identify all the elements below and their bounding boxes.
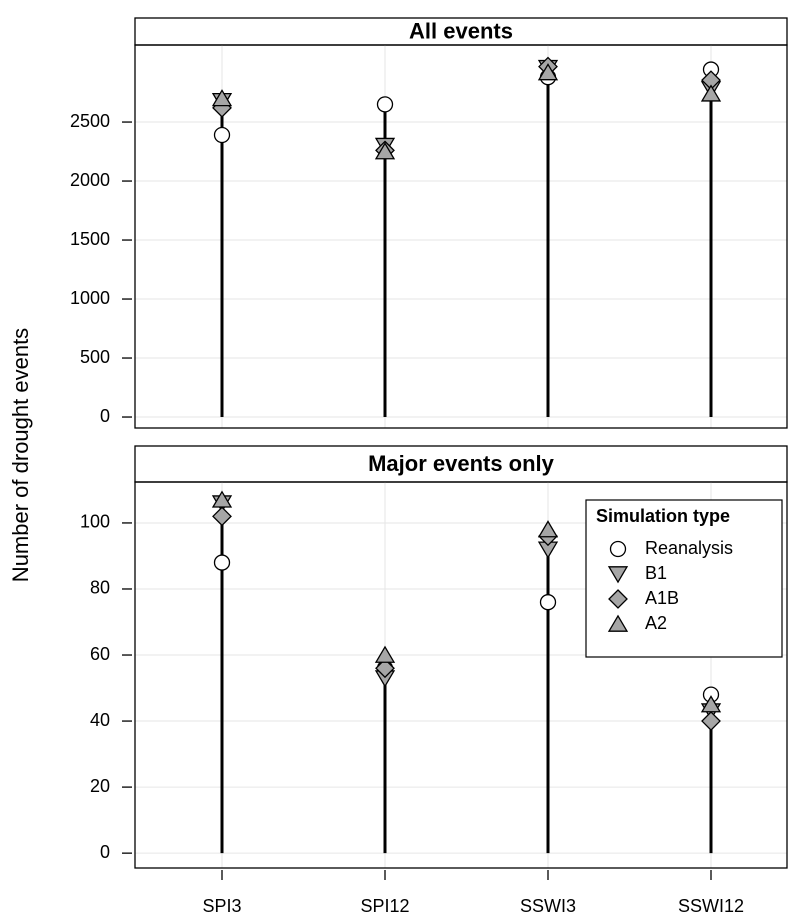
point (537, 63, 559, 81)
y-tick-label: 1000 (70, 288, 110, 308)
y-tick-label: 1500 (70, 229, 110, 249)
legend-label: A1B (645, 588, 679, 608)
legend-marker (608, 589, 628, 609)
point (374, 142, 396, 160)
x-tick-label: SSWI12 (678, 896, 744, 916)
plot-frame (134, 481, 788, 869)
panel-title: All events (409, 18, 513, 43)
legend-marker (607, 566, 629, 584)
y-tick-label: 80 (90, 578, 110, 598)
point (701, 711, 721, 731)
point (375, 658, 395, 679)
x-tick-label: SPI12 (360, 896, 409, 916)
point (700, 84, 722, 102)
y-tick-label: 2500 (70, 111, 110, 131)
point (212, 506, 232, 527)
legend-label: B1 (645, 563, 667, 583)
y-tick-label: 40 (90, 710, 110, 730)
y-tick-label: 100 (80, 512, 110, 532)
legend-label: A2 (645, 613, 667, 633)
y-tick-label: 2000 (70, 170, 110, 190)
legend-marker (607, 614, 629, 632)
legend-marker (609, 540, 627, 558)
point (700, 695, 722, 713)
point (374, 645, 396, 663)
point (376, 96, 394, 113)
x-tick-label: SPI3 (202, 896, 241, 916)
legend-label: Reanalysis (645, 538, 733, 558)
legend-title: Simulation type (596, 506, 730, 526)
panel-title: Major events only (368, 451, 555, 476)
strip (134, 17, 788, 46)
y-tick-label: 20 (90, 776, 110, 796)
y-tick-label: 0 (100, 406, 110, 426)
plot-frame (134, 44, 788, 429)
point (537, 520, 559, 538)
y-tick-label: 0 (100, 842, 110, 862)
y-axis-label: Number of drought events (8, 328, 33, 582)
point (539, 594, 557, 611)
y-tick-label: 500 (80, 347, 110, 367)
strip (134, 445, 788, 483)
point (213, 126, 231, 144)
y-tick-label: 60 (90, 644, 110, 664)
x-tick-label: SSWI3 (520, 896, 576, 916)
point (213, 554, 231, 571)
point (211, 89, 233, 107)
point (211, 490, 233, 508)
